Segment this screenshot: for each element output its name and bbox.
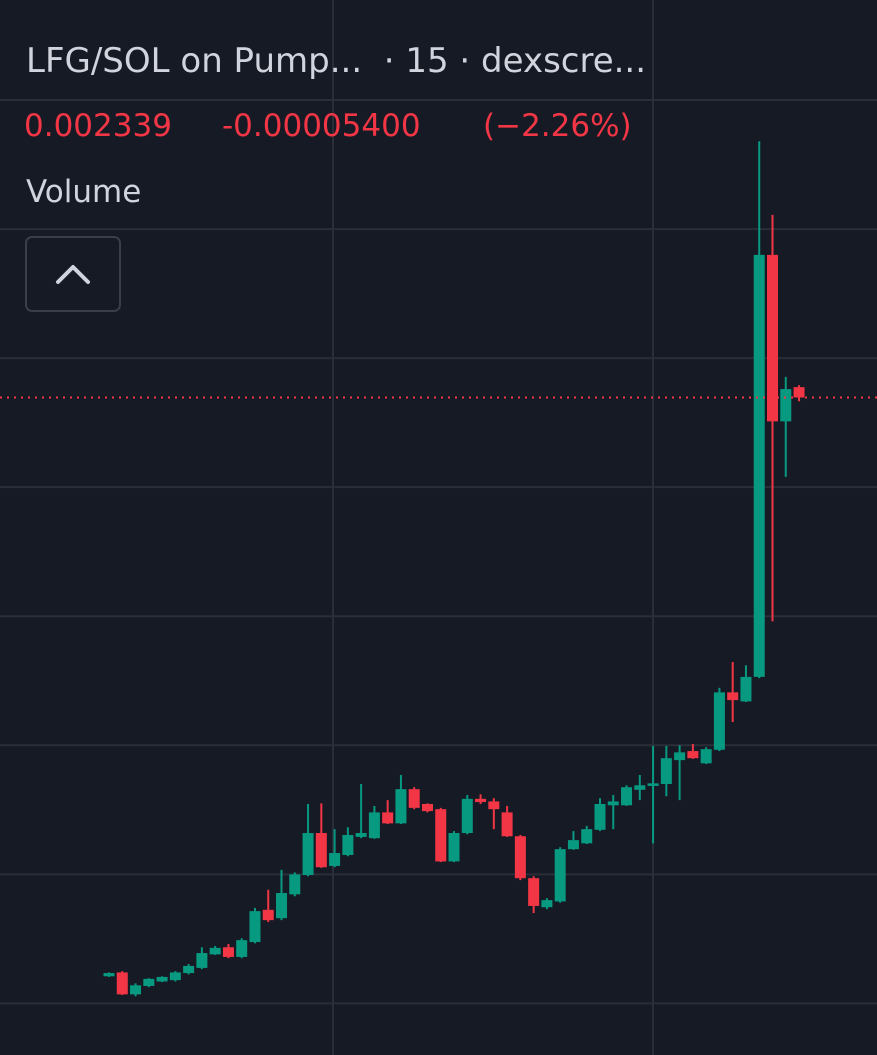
- candle-body: [143, 978, 155, 986]
- candle-body: [262, 909, 274, 921]
- candle-body: [408, 789, 420, 808]
- button-frame[interactable]: [25, 236, 121, 312]
- candle-body: [302, 833, 314, 875]
- candle-body: [621, 787, 633, 806]
- candle-body: [249, 911, 261, 943]
- candle-body: [581, 829, 593, 844]
- candle-body: [116, 972, 128, 995]
- candle-body: [501, 812, 513, 837]
- candle-body: [448, 833, 460, 862]
- candle-body: [382, 812, 394, 824]
- candle-body: [647, 783, 659, 786]
- candle-body: [461, 798, 473, 834]
- candle-body: [209, 947, 221, 955]
- candle-body: [169, 972, 181, 981]
- candle-body: [475, 798, 487, 803]
- candle-body: [276, 893, 288, 919]
- candle-body: [700, 749, 712, 764]
- candle-body: [674, 752, 686, 761]
- candle-body: [103, 973, 115, 977]
- candle-body: [435, 809, 447, 862]
- candle-body: [780, 389, 792, 422]
- candle-body: [740, 676, 752, 702]
- price: 0.002339: [24, 108, 172, 144]
- candle-body: [156, 976, 168, 982]
- candle-body: [528, 878, 540, 906]
- candle-body: [514, 836, 526, 879]
- candle-body: [567, 840, 579, 850]
- candle-body: [607, 801, 619, 806]
- candle-body: [315, 833, 327, 868]
- candle-body: [753, 254, 765, 677]
- candle-body: [421, 803, 433, 812]
- candle-body: [554, 849, 566, 902]
- candle-body: [594, 803, 606, 830]
- candle-body: [196, 953, 208, 968]
- candle-body: [767, 254, 778, 422]
- chevron-up-icon[interactable]: [56, 265, 90, 284]
- candle-body: [713, 692, 725, 750]
- collapse-button[interactable]: [25, 236, 121, 312]
- price-change: -0.00005400: [222, 108, 421, 144]
- candle-body: [660, 758, 672, 784]
- candle-body: [793, 387, 805, 398]
- candle-body: [687, 751, 699, 759]
- price-change-pct: (−2.26%): [483, 108, 632, 144]
- candle-body: [727, 692, 739, 701]
- candle-body: [634, 785, 646, 790]
- candle-body: [329, 853, 341, 866]
- candle-body: [183, 965, 195, 974]
- candle-body: [222, 947, 234, 957]
- candle-body: [289, 874, 301, 895]
- candle-body: [355, 833, 367, 837]
- candle-body: [541, 900, 553, 908]
- candle-body: [342, 834, 354, 855]
- candle-body: [395, 789, 407, 824]
- candle-body: [368, 812, 380, 839]
- indicator-label: Volume: [26, 174, 141, 210]
- chart-title: LFG/SOL on Pump... · 15 · dexscre...: [26, 41, 646, 81]
- candle-body: [236, 940, 248, 957]
- candle-body: [130, 985, 142, 995]
- candle-body: [488, 801, 500, 810]
- candles: [0, 141, 877, 997]
